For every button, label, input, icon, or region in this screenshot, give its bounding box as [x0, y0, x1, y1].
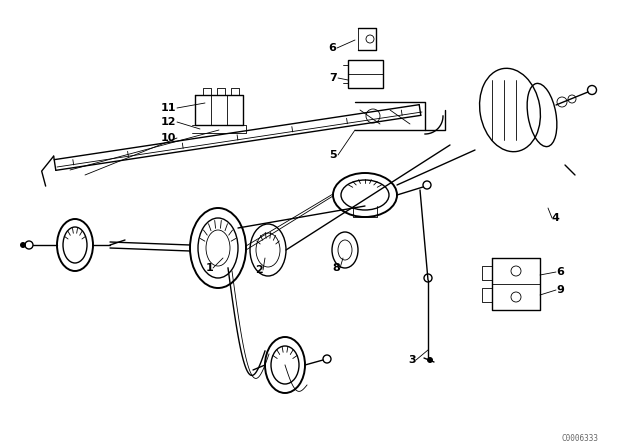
Text: 6: 6 — [556, 267, 564, 277]
Ellipse shape — [190, 208, 246, 288]
Text: 2: 2 — [255, 265, 263, 275]
Ellipse shape — [333, 173, 397, 217]
Circle shape — [20, 242, 26, 248]
Text: 12: 12 — [161, 117, 176, 127]
Text: 4: 4 — [552, 213, 560, 223]
Text: 1: 1 — [205, 263, 213, 273]
Ellipse shape — [332, 232, 358, 268]
Text: 11: 11 — [161, 103, 176, 113]
Text: 3: 3 — [408, 355, 416, 365]
Ellipse shape — [250, 224, 286, 276]
Text: 6: 6 — [328, 43, 336, 53]
Bar — [348, 60, 383, 88]
Text: 7: 7 — [329, 73, 337, 83]
Text: 10: 10 — [161, 133, 176, 143]
Text: 9: 9 — [556, 285, 564, 295]
Ellipse shape — [265, 337, 305, 393]
Text: C0006333: C0006333 — [561, 434, 598, 443]
Text: 5: 5 — [330, 150, 337, 160]
Circle shape — [427, 357, 433, 363]
Ellipse shape — [57, 219, 93, 271]
Text: 8: 8 — [332, 263, 340, 273]
